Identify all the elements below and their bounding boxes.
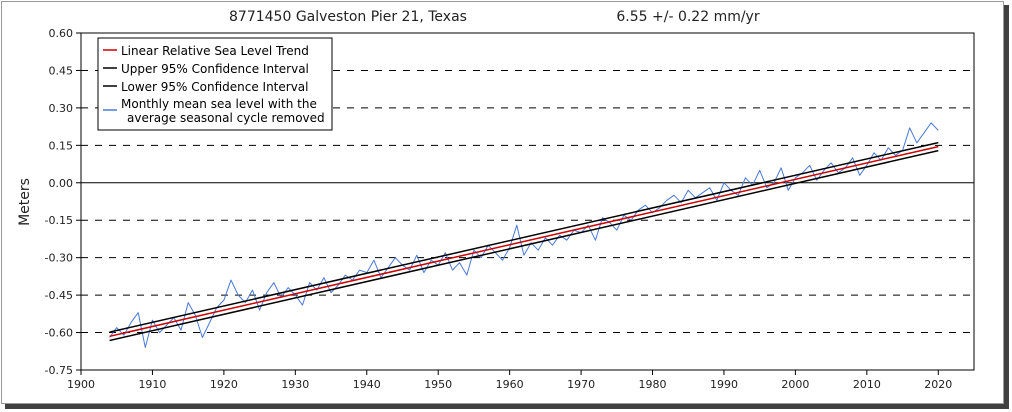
x-axis-ticks: 1900 1910 1920 1930 1940 1950 1960 1970 1980 1990…	[67, 370, 952, 391]
y-tick-label: -0.15	[45, 214, 73, 227]
frame-shadow-bottom	[5, 404, 1009, 409]
x-tick-label: 1940	[353, 378, 381, 391]
series-line-trend	[109, 145, 939, 338]
x-tick-label: 2020	[924, 378, 952, 391]
x-tick-label: 1920	[210, 378, 238, 391]
y-tick-label: -0.75	[45, 364, 73, 377]
x-tick-label: 1960	[496, 378, 524, 391]
y-axis-label: Meters	[17, 178, 33, 226]
y-tick-label: -0.45	[45, 289, 73, 302]
legend: Linear Relative Sea Level Trend Upper 95…	[97, 37, 333, 131]
x-tick-label: 1950	[424, 378, 452, 391]
y-axis-ticks: 0.60 0.45 0.30 0.15 0.00 -0.15 -0.30 -0.45 -0.60…	[45, 27, 81, 377]
legend-label-lower-ci: Lower 95% Confidence Interval	[121, 80, 309, 94]
y-tick-label: 0.60	[49, 27, 74, 40]
y-tick-label: 0.00	[49, 177, 74, 190]
y-tick-label: -0.60	[45, 327, 73, 340]
x-tick-label: 1980	[639, 378, 667, 391]
x-tick-label: 2010	[853, 378, 881, 391]
legend-label-monthly-mean: Monthly mean sea level with the	[121, 97, 317, 111]
y-tick-label: 0.30	[49, 102, 74, 115]
chart-title-rate: 6.55 +/- 0.22 mm/yr	[616, 9, 759, 25]
y-tick-label: -0.30	[45, 252, 73, 265]
series-line-lower-ci	[109, 149, 939, 342]
legend-label-monthly-mean-line2: average seasonal cycle removed	[127, 111, 325, 125]
legend-label-trend: Linear Relative Sea Level Trend	[121, 44, 309, 58]
legend-box	[97, 37, 333, 131]
x-tick-label: 1910	[138, 378, 166, 391]
x-tick-label: 1990	[710, 378, 738, 391]
series-line-upper-ci	[109, 141, 939, 333]
y-tick-label: 0.15	[49, 139, 74, 152]
x-tick-label: 1970	[567, 378, 595, 391]
chart-title-station: 8771450 Galveston Pier 21, Texas	[229, 9, 467, 25]
series-group	[109, 122, 939, 348]
frame-shadow-right	[1004, 5, 1009, 407]
grid-lines	[81, 69, 974, 334]
x-tick-label: 1900	[67, 378, 95, 391]
x-tick-label: 1930	[281, 378, 309, 391]
chart-frame	[1, 1, 1004, 404]
y-tick-label: 0.45	[49, 64, 74, 77]
x-tick-label: 2000	[781, 378, 809, 391]
legend-label-upper-ci: Upper 95% Confidence Interval	[121, 62, 309, 76]
